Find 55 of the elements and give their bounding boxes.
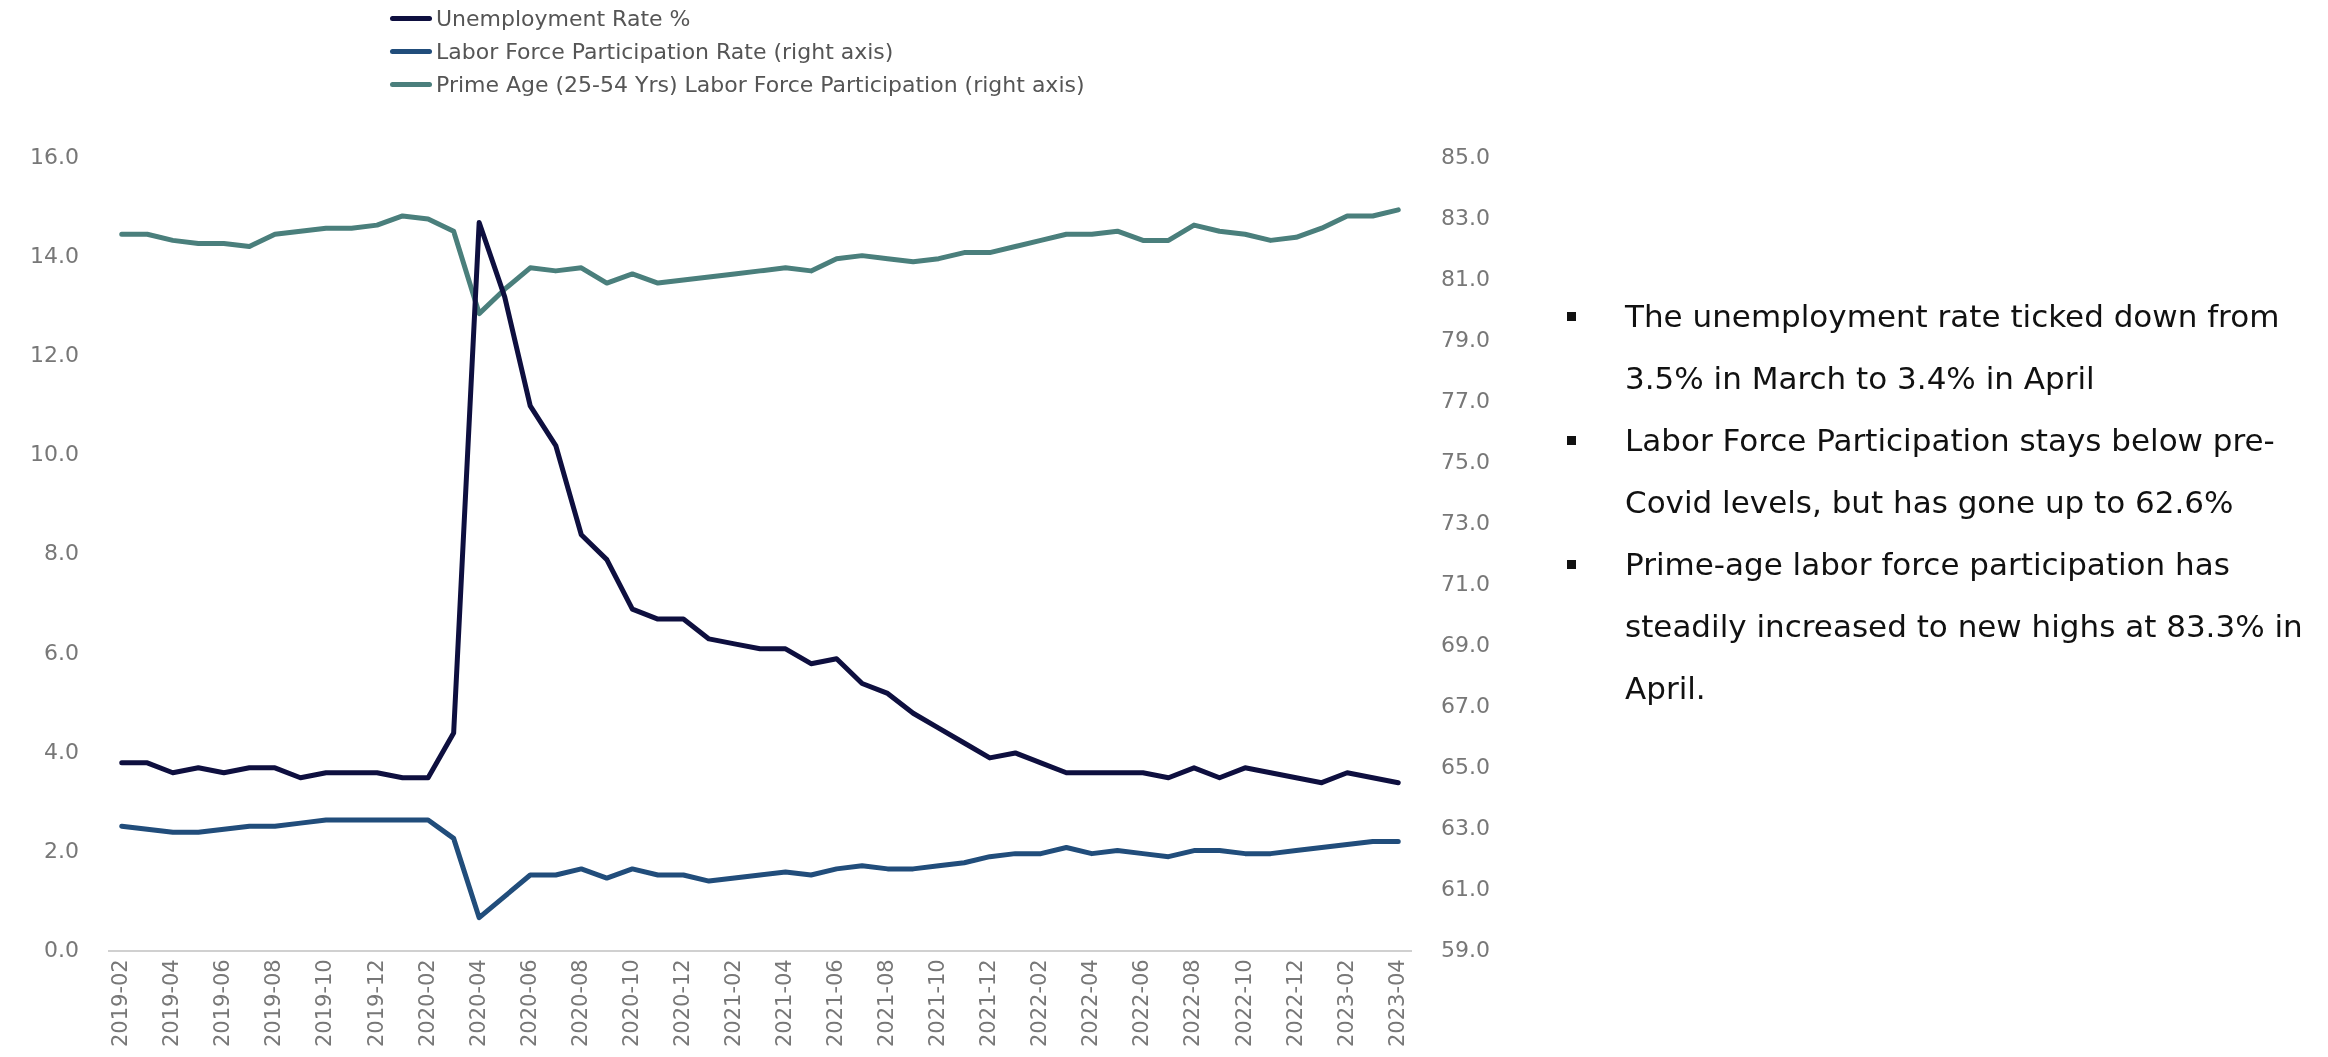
text: Prime-age labor force participation has steadily increased to new highs at 83.3% in April. xyxy=(1625,546,2303,706)
y2-tick-label: 83.0 xyxy=(1441,204,1490,230)
y2-tick-label: 67.0 xyxy=(1441,692,1490,718)
y2-tick-label: 77.0 xyxy=(1441,387,1490,413)
x-tick-label: 2019-06 xyxy=(210,959,235,1048)
y2-tick-label: 71.0 xyxy=(1441,570,1490,596)
x-tick-label: 2023-04 xyxy=(1384,959,1409,1048)
x-tick-label: 2019-04 xyxy=(159,959,184,1048)
legend-label: Prime Age (25-54 Yrs) Labor Force Participation (right axis) xyxy=(436,71,1085,97)
x-tick-label: 2022-08 xyxy=(1180,959,1205,1048)
y-tick-label: 6.0 xyxy=(43,639,79,665)
y-tick-label: 8.0 xyxy=(43,540,79,566)
y2-tick-label: 65.0 xyxy=(1441,753,1490,779)
y2-tick-label: 61.0 xyxy=(1441,875,1490,901)
x-tick-label: 2020-06 xyxy=(516,959,541,1048)
x-tick-label: 2020-02 xyxy=(414,959,439,1048)
x-tick-label: 2019-08 xyxy=(261,959,286,1048)
text: The unemployment rate ticked down from 3.5% in March to 3.4% in April xyxy=(1625,298,2280,396)
y-tick-label: 14.0 xyxy=(30,242,79,268)
y2-tick-label: 81.0 xyxy=(1441,265,1490,291)
y-tick-label: 0.0 xyxy=(43,936,79,962)
x-tick-label: 2021-06 xyxy=(823,959,848,1048)
x-tick-label: 2020-12 xyxy=(669,959,694,1048)
x-tick-label: 2021-02 xyxy=(720,959,745,1048)
text: Labor Force Participation stays below pre-Covid levels, but has gone up to 62.6% xyxy=(1625,422,2275,520)
y2-tick-label: 63.0 xyxy=(1441,814,1490,840)
legend-label: Unemployment Rate % xyxy=(436,5,691,31)
y2-tick-label: 75.0 xyxy=(1441,448,1490,474)
x-tick-label: 2022-10 xyxy=(1231,959,1256,1048)
x-tick-label: 2020-10 xyxy=(618,959,643,1048)
x-tick-label: 2020-08 xyxy=(567,959,592,1048)
x-tick-label: 2021-08 xyxy=(874,959,899,1048)
y-tick-label: 16.0 xyxy=(30,143,79,169)
y2-tick-label: 73.0 xyxy=(1441,509,1490,535)
x-tick-label: 2019-02 xyxy=(108,959,133,1048)
x-tick-label: 2022-04 xyxy=(1078,959,1103,1048)
y2-tick-label: 69.0 xyxy=(1441,631,1490,657)
y-tick-label: 12.0 xyxy=(30,342,79,368)
x-tick-label: 2021-12 xyxy=(976,959,1001,1048)
y-tick-label: 2.0 xyxy=(43,837,79,863)
y2-tick-label: 85.0 xyxy=(1441,143,1490,169)
x-tick-label: 2021-04 xyxy=(771,959,796,1048)
x-tick-label: 2023-02 xyxy=(1333,959,1358,1048)
x-tick-label: 2022-12 xyxy=(1282,959,1307,1048)
y2-tick-label: 59.0 xyxy=(1441,936,1490,962)
y2-tick-label: 79.0 xyxy=(1441,326,1490,352)
y-tick-label: 4.0 xyxy=(43,738,79,764)
x-tick-label: 2022-02 xyxy=(1027,959,1052,1048)
y-tick-label: 10.0 xyxy=(30,441,79,467)
legend-label: Labor Force Participation Rate (right axis) xyxy=(436,38,894,64)
x-tick-label: 2019-12 xyxy=(363,959,388,1048)
x-tick-label: 2021-10 xyxy=(925,959,950,1048)
x-tick-label: 2022-06 xyxy=(1129,959,1154,1048)
x-tick-label: 2019-10 xyxy=(312,959,337,1048)
x-tick-label: 2020-04 xyxy=(465,959,490,1048)
